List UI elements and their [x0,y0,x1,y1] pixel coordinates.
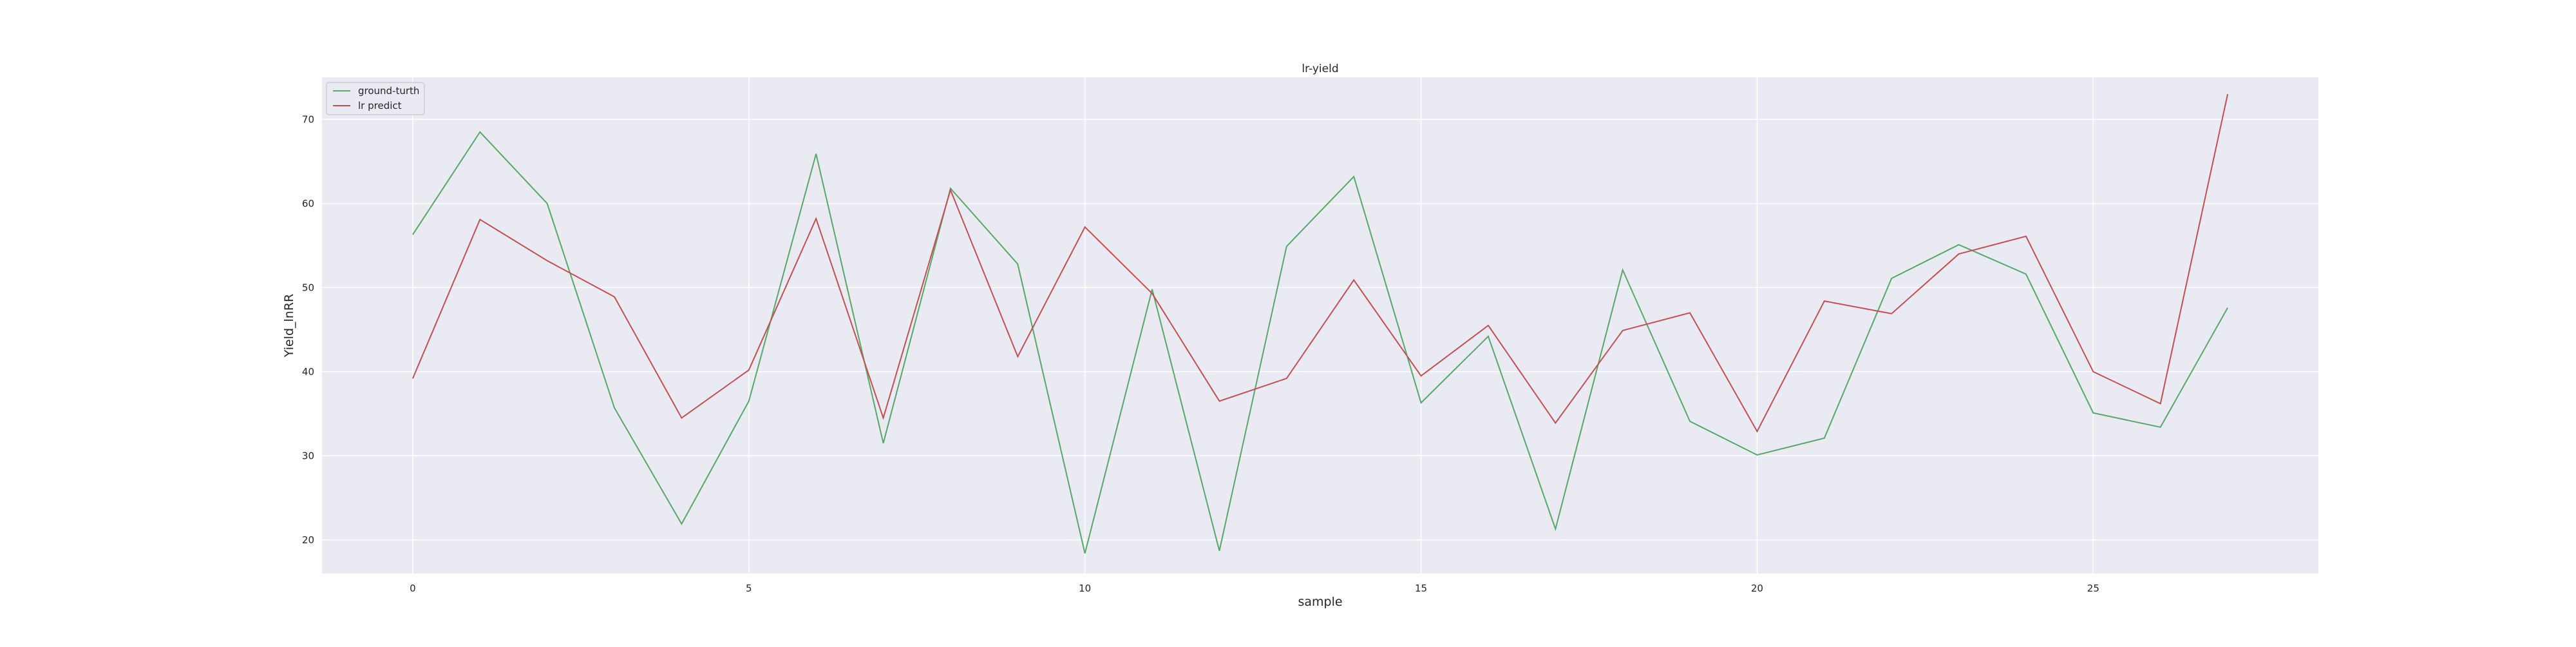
x-tick-label: 5 [746,583,752,594]
x-axis-label: sample [1298,595,1342,609]
x-tick-label: 25 [2087,583,2099,594]
series-line-lr-predict [412,93,2229,433]
x-tick-label: 15 [1415,583,1427,594]
tick-labels: 0 5 10 15 20 25 20 30 40 50 60 70 [302,113,2099,594]
y-tick-label: 60 [302,198,314,209]
legend: ground-turth lr predict [326,82,425,115]
x-tick-label: 10 [1079,583,1091,594]
y-axis-label: Yield_lnRR [282,294,296,358]
y-tick-label: 20 [302,534,314,546]
y-tick-label: 70 [302,113,314,125]
legend-frame [326,82,425,115]
y-tick-label: 30 [302,450,314,461]
plot-area [322,77,2318,574]
x-tick-label: 0 [410,583,416,594]
chart-title: lr-yield [1302,63,1338,75]
legend-label-lr-predict: lr predict [358,100,402,111]
legend-label-ground-turth: ground-turth [358,85,419,97]
series-lines [412,93,2229,554]
grid-lines [322,77,2318,574]
x-tick-label: 20 [1751,583,1763,594]
y-tick-label: 50 [302,282,314,293]
y-tick-label: 40 [302,366,314,378]
series-line-ground-turth [412,131,2228,554]
